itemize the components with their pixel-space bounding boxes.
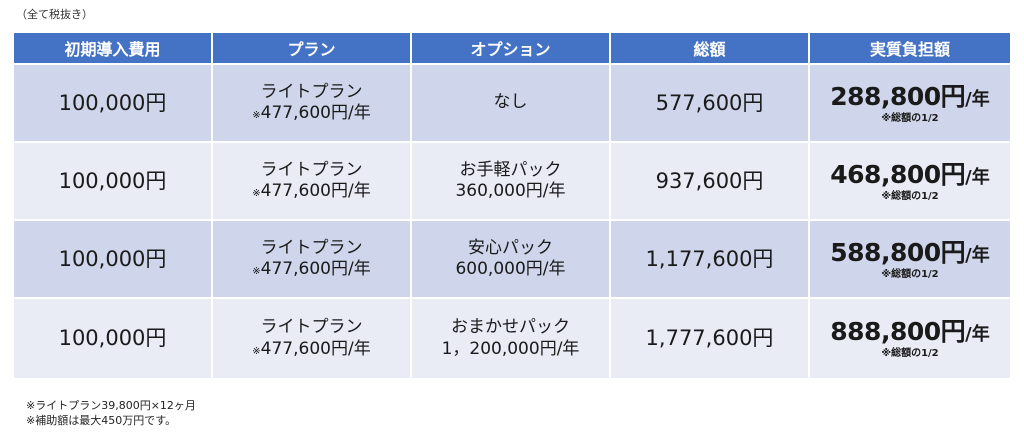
cell-option: 安心パック 600,000円/年 bbox=[411, 219, 611, 298]
plan-price: 477,600円/年 bbox=[260, 259, 371, 279]
cell-total: 1,177,600円 bbox=[610, 219, 810, 298]
cell-burden: 588,800円/年 ※総額の1/2 bbox=[809, 219, 1010, 298]
cell-plan: ライトプラン ※477,600円/年 bbox=[212, 63, 412, 142]
cell-initial: 100,000円 bbox=[14, 63, 213, 142]
cell-option: おまかせパック 1，200,000円/年 bbox=[411, 297, 611, 378]
burden-line: 288,800円/年 bbox=[810, 81, 1010, 112]
table-row: 100,000円 ライトプラン ※477,600円/年 おまかせパック 1，20… bbox=[14, 297, 1010, 378]
burden-line: 888,800円/年 bbox=[810, 316, 1010, 347]
cell-plan: ライトプラン ※477,600円/年 bbox=[212, 141, 412, 220]
plan-price: 477,600円/年 bbox=[260, 338, 371, 359]
option-name: お手軽パック bbox=[459, 159, 562, 180]
plan-price-line: ※477,600円/年 bbox=[213, 181, 410, 202]
table-header-row: 初期導入費用 プラン オプション 総額 実質負担額 bbox=[14, 33, 1010, 64]
total-value: 1,777,600円 bbox=[645, 326, 774, 351]
burden-amount: 888,800円 bbox=[830, 317, 966, 347]
header-plan: プラン bbox=[212, 33, 412, 64]
total-value: 937,600円 bbox=[655, 168, 764, 193]
plan-name: ライトプラン bbox=[260, 81, 363, 102]
burden-note: ※総額の1/2 bbox=[881, 348, 939, 360]
tax-caption: （全て税抜き） bbox=[16, 8, 93, 21]
burden-unit: /年 bbox=[965, 166, 990, 188]
burden-note: ※総額の1/2 bbox=[881, 112, 939, 124]
footnotes: ※ライトプラン39,800円×12ヶ月 ※補助額は最大450万円です。 bbox=[26, 398, 196, 428]
plan-name: ライトプラン bbox=[260, 159, 363, 180]
initial-cost-value: 100,000円 bbox=[58, 168, 167, 193]
burden-note: ※総額の1/2 bbox=[881, 268, 939, 280]
option-price: 600,000円/年 bbox=[455, 259, 566, 279]
header-option: オプション bbox=[411, 33, 611, 64]
plan-price: 477,600円/年 bbox=[260, 103, 371, 123]
plan-note-mark: ※ bbox=[252, 110, 261, 121]
header-actual-burden: 実質負担額 bbox=[809, 33, 1010, 64]
header-initial-cost: 初期導入費用 bbox=[14, 33, 213, 64]
plan-price-line: ※477,600円/年 bbox=[213, 259, 410, 280]
cell-initial: 100,000円 bbox=[14, 297, 213, 378]
option-price: 1，200,000円/年 bbox=[441, 338, 580, 359]
plan-price-line: ※477,600円/年 bbox=[213, 339, 410, 360]
initial-cost-value: 100,000円 bbox=[58, 326, 167, 351]
cell-total: 937,600円 bbox=[610, 141, 810, 220]
cell-burden: 288,800円/年 ※総額の1/2 bbox=[809, 63, 1010, 142]
table-row: 100,000円 ライトプラン ※477,600円/年 なし 577,600円 … bbox=[14, 63, 1010, 142]
burden-amount: 588,800円 bbox=[830, 237, 966, 267]
table-row: 100,000円 ライトプラン ※477,600円/年 安心パック 600,00… bbox=[14, 219, 1010, 298]
plan-note-mark: ※ bbox=[252, 345, 261, 357]
cell-total: 1,777,600円 bbox=[610, 297, 810, 378]
burden-line: 468,800円/年 bbox=[810, 159, 1010, 190]
option-price: 360,000円/年 bbox=[455, 181, 566, 201]
plan-price: 477,600円/年 bbox=[260, 181, 371, 201]
plan-note-mark: ※ bbox=[252, 266, 261, 277]
cell-option: なし bbox=[411, 63, 611, 142]
burden-amount: 468,800円 bbox=[830, 159, 966, 189]
header-total: 総額 bbox=[610, 33, 810, 64]
footnote-subsidy: ※補助額は最大450万円です。 bbox=[26, 414, 177, 427]
burden-unit: /年 bbox=[965, 324, 990, 346]
cell-plan: ライトプラン ※477,600円/年 bbox=[212, 219, 412, 298]
cell-option: お手軽パック 360,000円/年 bbox=[411, 141, 611, 220]
cell-plan: ライトプラン ※477,600円/年 bbox=[212, 297, 412, 378]
total-value: 1,177,600円 bbox=[645, 246, 774, 271]
burden-amount: 288,800円 bbox=[830, 81, 966, 111]
cell-total: 577,600円 bbox=[610, 63, 810, 142]
burden-line: 588,800円/年 bbox=[810, 237, 1010, 268]
burden-unit: /年 bbox=[965, 244, 990, 266]
option-name: なし bbox=[493, 92, 528, 113]
plan-name: ライトプラン bbox=[260, 237, 363, 258]
table-row: 100,000円 ライトプラン ※477,600円/年 お手軽パック 360,0… bbox=[14, 141, 1010, 220]
plan-note-mark: ※ bbox=[252, 188, 261, 199]
burden-note: ※総額の1/2 bbox=[881, 190, 939, 202]
total-value: 577,600円 bbox=[655, 90, 764, 115]
cell-initial: 100,000円 bbox=[14, 141, 213, 220]
plan-price-line: ※477,600円/年 bbox=[213, 103, 410, 124]
cell-initial: 100,000円 bbox=[14, 219, 213, 298]
plan-name: ライトプラン bbox=[260, 317, 363, 338]
burden-unit: /年 bbox=[965, 88, 990, 110]
cell-burden: 888,800円/年 ※総額の1/2 bbox=[809, 297, 1010, 378]
initial-cost-value: 100,000円 bbox=[58, 90, 167, 115]
pricing-table: 初期導入費用 プラン オプション 総額 実質負担額 100,000円 ライトプラ… bbox=[14, 33, 1010, 378]
option-name: 安心パック bbox=[468, 237, 553, 258]
footnote-plan: ※ライトプラン39,800円×12ヶ月 bbox=[26, 399, 196, 412]
initial-cost-value: 100,000円 bbox=[58, 246, 167, 271]
option-name: おまかせパック bbox=[451, 317, 570, 338]
cell-burden: 468,800円/年 ※総額の1/2 bbox=[809, 141, 1010, 220]
